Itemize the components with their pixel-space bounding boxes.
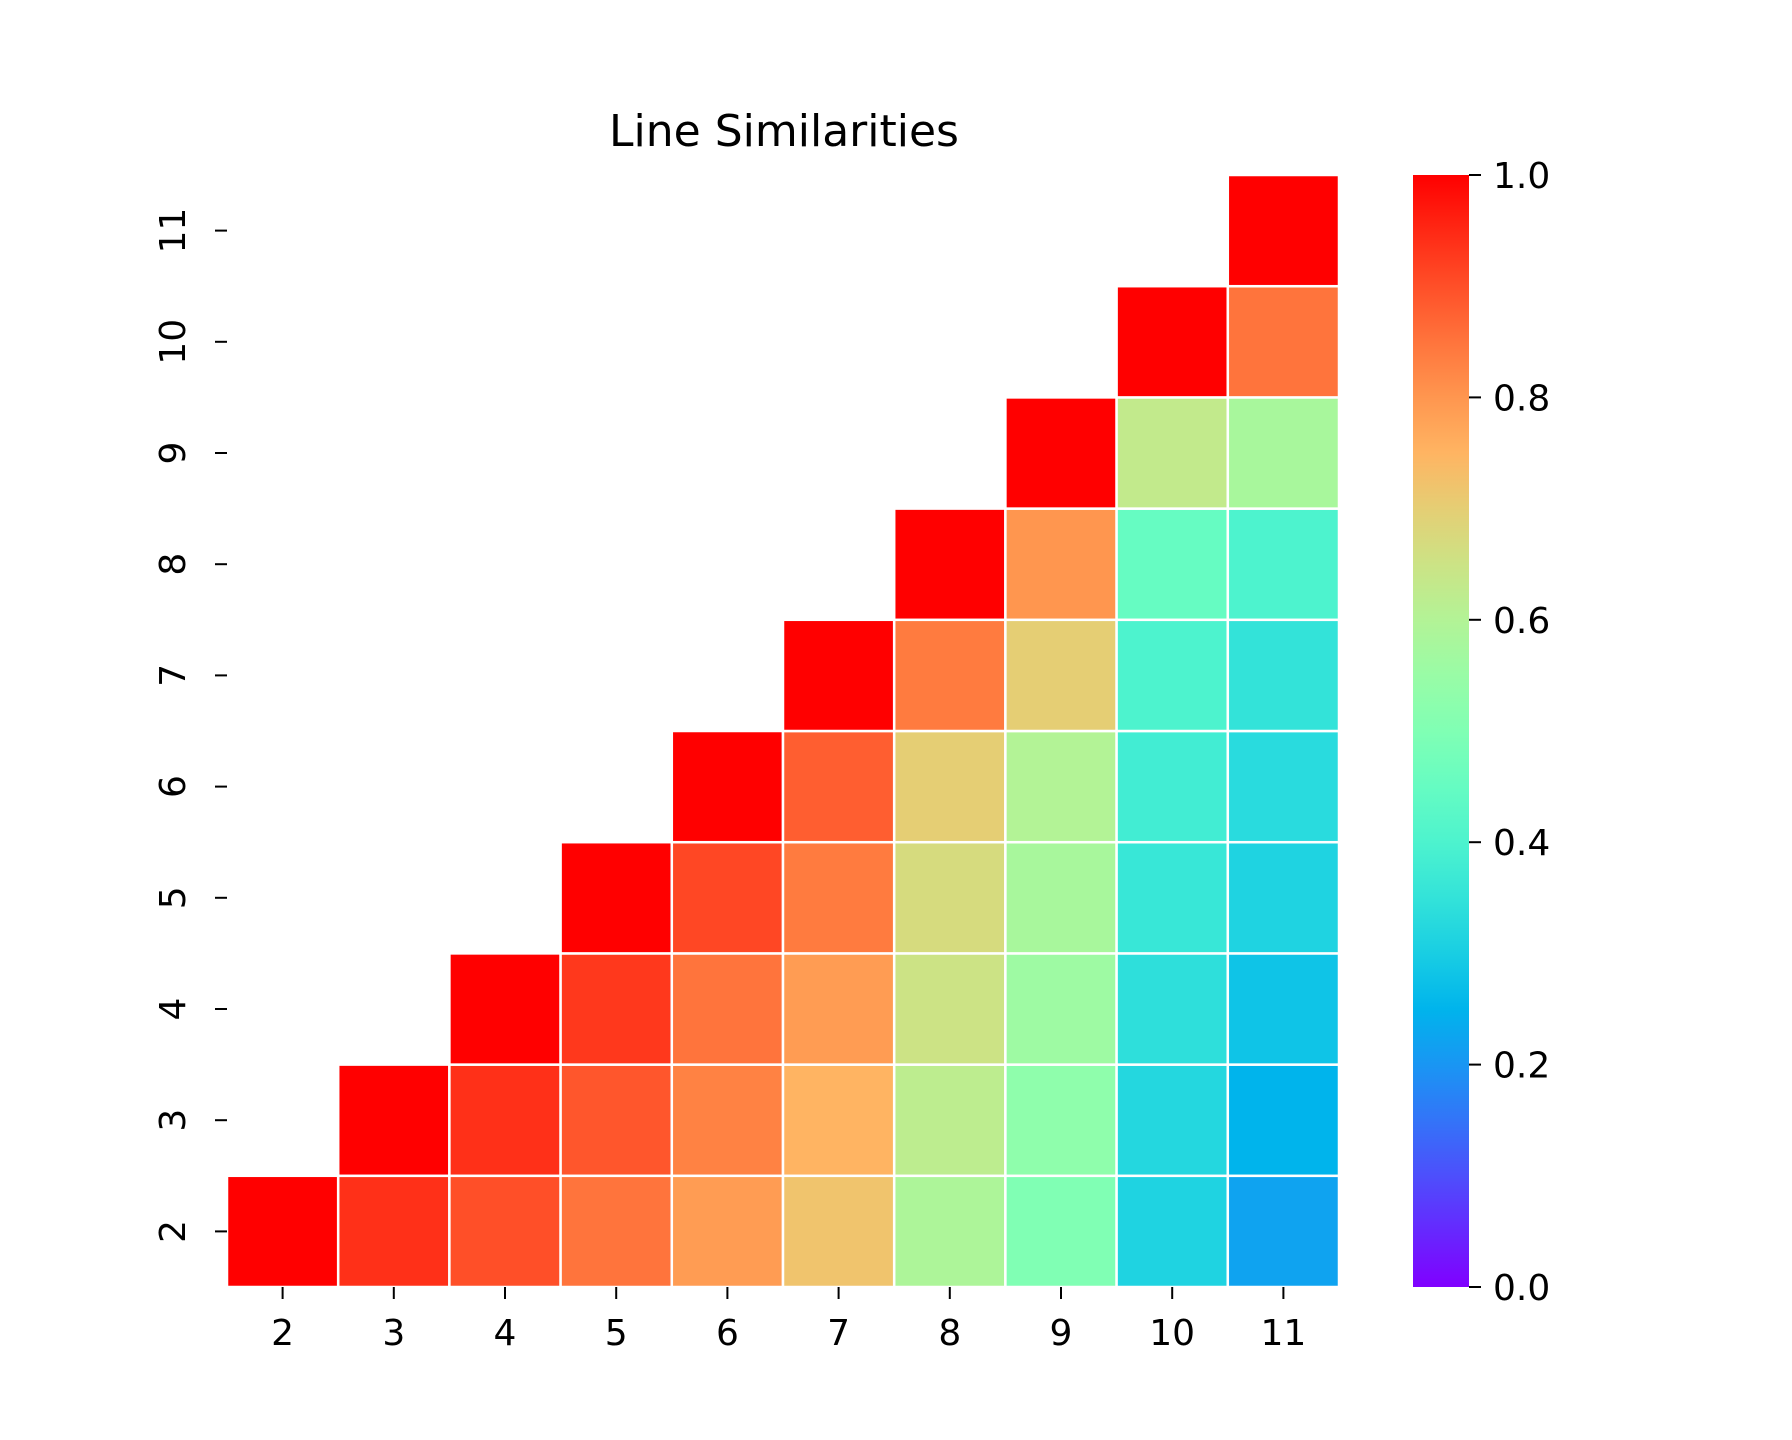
y-tick-label-10: 10 (153, 319, 194, 365)
x-axis: 2 3 4 5 6 7 8 9 10 11 (271, 1287, 1306, 1354)
heatmap-cell-3-7 (781, 1063, 896, 1178)
x-tick-label-8: 8 (938, 1313, 961, 1354)
heatmap-cell-3-9 (1004, 1063, 1118, 1178)
heatmap-cell-9-11 (1226, 396, 1341, 510)
heatmap-cell-7-7 (781, 618, 896, 733)
colorbar-tick-label-0.0: 0.0 (1493, 1268, 1550, 1309)
heatmap-cell-4-8 (892, 952, 1007, 1066)
x-tick-label-3: 3 (382, 1313, 405, 1354)
heatmap-cell-3-6 (670, 1063, 785, 1178)
heatmap-cell-4-10 (1115, 952, 1230, 1066)
x-tick-label-9: 9 (1050, 1313, 1073, 1354)
heatmap-cell-6-7 (781, 729, 896, 844)
heatmap-cell-2-9 (1004, 1174, 1118, 1289)
heatmap-cell-6-10 (1115, 729, 1230, 844)
x-tick-label-10: 10 (1149, 1313, 1195, 1354)
heatmap-cell-4-4 (448, 952, 562, 1066)
heatmap-cell-7-8 (892, 618, 1007, 733)
heatmap-cell-9-10 (1115, 396, 1230, 510)
x-tick-label-6: 6 (716, 1313, 739, 1354)
colorbar-gradient (1413, 175, 1469, 1287)
x-tick-label-4: 4 (494, 1313, 517, 1354)
heatmap-cell-6-9 (1004, 729, 1118, 844)
y-tick-label-5: 5 (153, 886, 194, 909)
heatmap-cell-8-8 (892, 507, 1007, 622)
heatmap-cell-2-11 (1226, 1174, 1341, 1289)
heatmap-cell-8-11 (1226, 507, 1341, 622)
heatmap-cell-2-3 (336, 1174, 451, 1289)
heatmap-cell-6-11 (1226, 729, 1341, 844)
heatmap-cells (225, 173, 1341, 1289)
heatmap-cell-10-10 (1115, 284, 1230, 399)
heatmap-cell-4-11 (1226, 952, 1341, 1066)
heatmap-cell-3-10 (1115, 1063, 1230, 1178)
heatmap-cell-8-10 (1115, 507, 1230, 622)
chart-title: Line Similarities (609, 106, 959, 157)
y-tick-label-4: 4 (153, 998, 194, 1021)
heatmap-cell-2-5 (559, 1174, 674, 1289)
x-tick-label-7: 7 (827, 1313, 850, 1354)
heatmap-cell-9-9 (1004, 396, 1118, 510)
y-tick-label-7: 7 (153, 664, 194, 687)
heatmap-cell-5-6 (670, 840, 785, 955)
colorbar-tick-label-0.2: 0.2 (1493, 1046, 1550, 1087)
heatmap-cell-5-5 (559, 840, 674, 955)
heatmap-cell-4-5 (559, 952, 674, 1066)
heatmap-cell-4-6 (670, 952, 785, 1066)
colorbar-tick-label-0.6: 0.6 (1493, 601, 1550, 642)
heatmap-cell-4-7 (781, 952, 896, 1066)
heatmap-cell-2-10 (1115, 1174, 1230, 1289)
heatmap-cell-6-6 (670, 729, 785, 844)
y-tick-label-11: 11 (153, 208, 194, 254)
heatmap-cell-5-10 (1115, 840, 1230, 955)
heatmap-cell-2-8 (892, 1174, 1007, 1289)
heatmap-cell-4-9 (1004, 952, 1118, 1066)
heatmap-cell-7-10 (1115, 618, 1230, 733)
y-tick-label-8: 8 (153, 553, 194, 576)
heatmap-cell-2-7 (781, 1174, 896, 1289)
heatmap-cell-3-3 (336, 1063, 451, 1178)
heatmap-cell-2-4 (448, 1174, 562, 1289)
heatmap-cell-5-9 (1004, 840, 1118, 955)
colorbar: 0.0 0.2 0.4 0.6 0.8 1.0 (1413, 156, 1550, 1309)
x-tick-label-11: 11 (1260, 1313, 1306, 1354)
y-axis: 2 3 4 5 6 7 8 9 10 11 (153, 208, 227, 1243)
heatmap-cell-3-5 (559, 1063, 674, 1178)
x-tick-label-2: 2 (271, 1313, 294, 1354)
heatmap-cell-6-8 (892, 729, 1007, 844)
heatmap-cell-2-2 (225, 1174, 340, 1289)
heatmap-cell-3-4 (448, 1063, 562, 1178)
heatmap-cell-7-9 (1004, 618, 1118, 733)
heatmap-cell-5-11 (1226, 840, 1341, 955)
heatmap-cell-5-8 (892, 840, 1007, 955)
heatmap-cell-2-6 (670, 1174, 785, 1289)
y-tick-label-6: 6 (153, 775, 194, 798)
x-tick-label-5: 5 (605, 1313, 628, 1354)
y-tick-label-2: 2 (153, 1220, 194, 1243)
heatmap-cell-3-11 (1226, 1063, 1341, 1178)
y-tick-label-9: 9 (153, 442, 194, 465)
heatmap-cell-3-8 (892, 1063, 1007, 1178)
y-tick-label-3: 3 (153, 1109, 194, 1132)
heatmap-cell-11-11 (1226, 173, 1341, 288)
heatmap-cell-7-11 (1226, 618, 1341, 733)
colorbar-tick-label-1.0: 1.0 (1493, 156, 1550, 197)
heatmap-cell-8-9 (1004, 507, 1118, 622)
colorbar-tick-label-0.4: 0.4 (1493, 823, 1550, 864)
colorbar-tick-label-0.8: 0.8 (1493, 378, 1550, 419)
heatmap-cell-10-11 (1226, 284, 1341, 399)
heatmap-cell-5-7 (781, 840, 896, 955)
